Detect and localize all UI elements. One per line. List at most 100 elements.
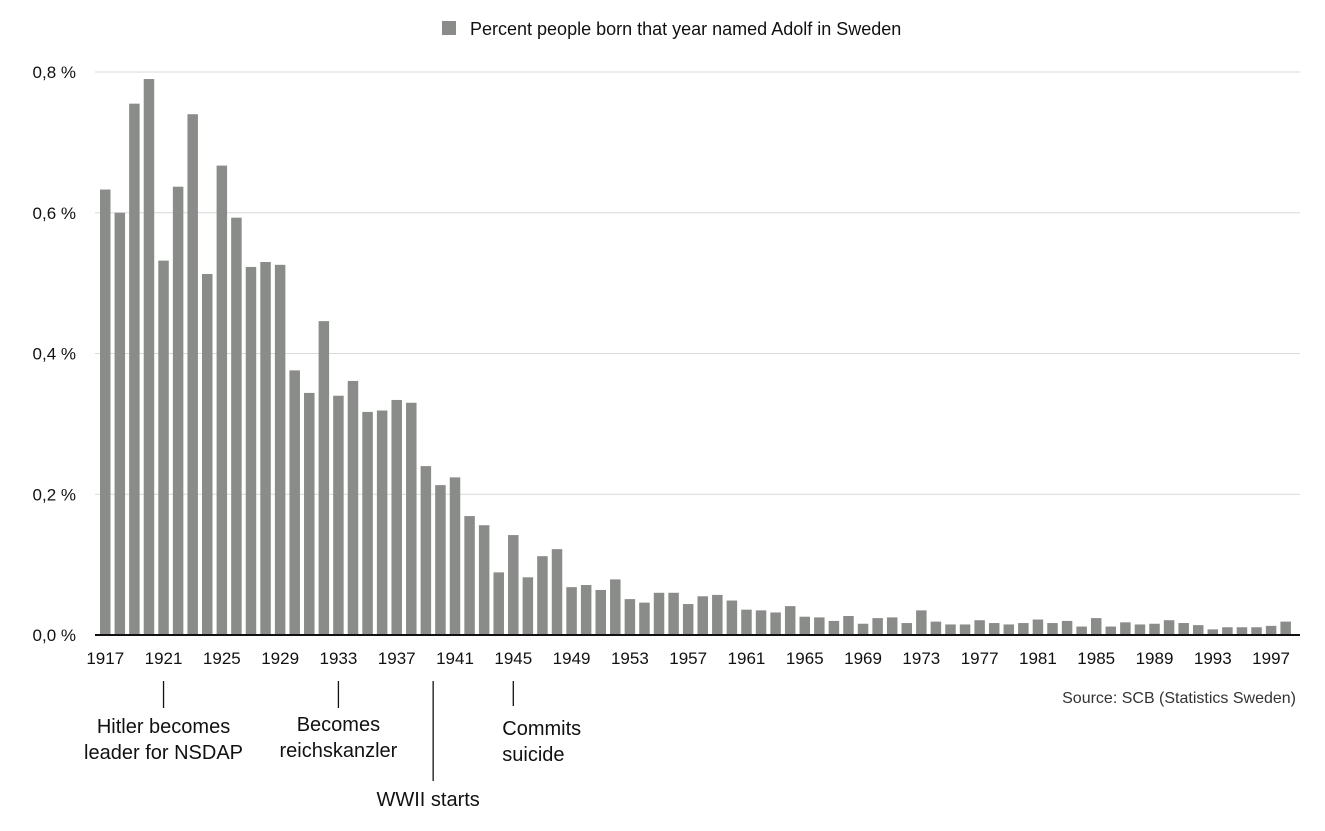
- bar-1945: [508, 535, 519, 635]
- x-tick-label: 1921: [145, 649, 183, 668]
- bar-1963: [770, 612, 781, 635]
- bar-1977: [974, 620, 985, 635]
- legend: Percent people born that year named Adol…: [442, 19, 901, 39]
- bar-1922: [172, 186, 184, 635]
- bar-1960: [726, 600, 738, 635]
- x-tick-label: 1925: [203, 649, 241, 668]
- bar-1978: [988, 623, 1000, 635]
- x-tick-label: 1937: [378, 649, 416, 668]
- bar-1939: [420, 466, 432, 635]
- bar-1933: [333, 395, 344, 635]
- bar-1934: [347, 380, 359, 635]
- bar-1962: [755, 610, 767, 635]
- bar-1953: [624, 599, 636, 635]
- x-tick-label: 1961: [728, 649, 766, 668]
- bar-1996: [1251, 627, 1262, 635]
- gridlines: [95, 71, 1300, 495]
- bar-1930: [289, 370, 300, 635]
- bar-1919: [129, 103, 140, 635]
- bar-1957: [682, 604, 694, 635]
- bar-1942: [464, 516, 475, 635]
- y-tick-label: 0,4 %: [33, 345, 76, 364]
- y-axis-tick-labels: 0,0 % 0,2 % 0,4 % 0,6 % 0,8 %: [33, 63, 76, 645]
- bar-1990: [1163, 620, 1175, 635]
- annotation-label: leader for NSDAP: [84, 742, 243, 764]
- bar-1948: [551, 549, 563, 635]
- bar-1969: [857, 623, 869, 635]
- y-tick-label: 0,0 %: [33, 626, 76, 645]
- x-tick-label: 1985: [1077, 649, 1115, 668]
- source-note: Source: SCB (Statistics Sweden): [1062, 690, 1296, 707]
- annotation-label: suicide: [502, 744, 564, 766]
- bar-1944: [493, 572, 504, 635]
- bar-1961: [741, 609, 752, 635]
- bar-1987: [1120, 622, 1131, 635]
- bar-1954: [639, 602, 650, 635]
- bar-1938: [406, 402, 417, 635]
- bar-1932: [318, 321, 330, 635]
- bar-1981: [1032, 619, 1044, 635]
- x-tick-label: 1973: [902, 649, 940, 668]
- bar-1965: [799, 616, 811, 635]
- bar-1967: [828, 620, 840, 635]
- annotation-label: reichskanzler: [280, 740, 398, 762]
- bar-1924: [202, 273, 213, 635]
- bar-1946: [522, 577, 534, 635]
- bar-1986: [1105, 626, 1117, 635]
- bar-1956: [668, 592, 679, 635]
- bar-1918: [114, 212, 126, 635]
- bar-1983: [1061, 620, 1073, 635]
- bar-1931: [304, 392, 315, 635]
- bar-1993: [1207, 629, 1219, 635]
- bar-1926: [231, 217, 242, 635]
- x-tick-label: 1953: [611, 649, 649, 668]
- x-tick-label: 1917: [86, 649, 124, 668]
- x-tick-label: 1969: [844, 649, 882, 668]
- bar-1935: [362, 411, 373, 635]
- bar-1975: [945, 624, 956, 635]
- bar-1968: [843, 615, 854, 635]
- bar-1988: [1134, 624, 1146, 635]
- bar-1940: [435, 485, 446, 635]
- bar-1947: [537, 556, 548, 635]
- x-tick-label: 1949: [553, 649, 591, 668]
- bar-1964: [784, 606, 796, 635]
- bar-1980: [1018, 623, 1029, 635]
- bar-1995: [1236, 627, 1248, 635]
- bar-1972: [901, 623, 913, 635]
- bar-1974: [930, 621, 942, 635]
- annotations: Hitler becomes leader for NSDAP Becomes rei…: [84, 681, 581, 811]
- bar-1997: [1265, 625, 1277, 635]
- bars: [100, 79, 1291, 636]
- x-tick-label: 1945: [494, 649, 532, 668]
- bar-1976: [959, 624, 971, 635]
- x-tick-label: 1929: [261, 649, 299, 668]
- bar-1955: [653, 592, 665, 635]
- bar-1917: [100, 189, 111, 635]
- bar-1971: [886, 617, 898, 635]
- y-tick-label: 0,8 %: [33, 63, 76, 82]
- x-tick-label: 1997: [1252, 649, 1290, 668]
- x-tick-label: 1989: [1136, 649, 1174, 668]
- bar-1929: [274, 264, 286, 635]
- bar-1958: [697, 596, 708, 635]
- bar-1973: [916, 610, 927, 635]
- x-tick-label: 1933: [320, 649, 358, 668]
- bar-1989: [1149, 623, 1160, 635]
- bar-1982: [1047, 623, 1058, 635]
- bar-1943: [478, 525, 490, 635]
- bar-1991: [1178, 623, 1189, 635]
- bar-1951: [595, 589, 606, 635]
- x-tick-label: 1981: [1019, 649, 1057, 668]
- bar-1992: [1192, 625, 1204, 635]
- bar-1928: [260, 262, 271, 635]
- bar-1937: [391, 399, 402, 635]
- annotation-label: Becomes: [297, 714, 380, 736]
- x-axis-tick-labels: 1917 1921 1925 1929 1933 1937 1941 1945 1949 1953…: [86, 649, 1290, 668]
- bar-1970: [872, 618, 883, 635]
- annotation-label: Commits: [502, 718, 581, 740]
- bar-1952: [610, 579, 621, 635]
- bar-1921: [158, 260, 169, 635]
- x-tick-label: 1993: [1194, 649, 1232, 668]
